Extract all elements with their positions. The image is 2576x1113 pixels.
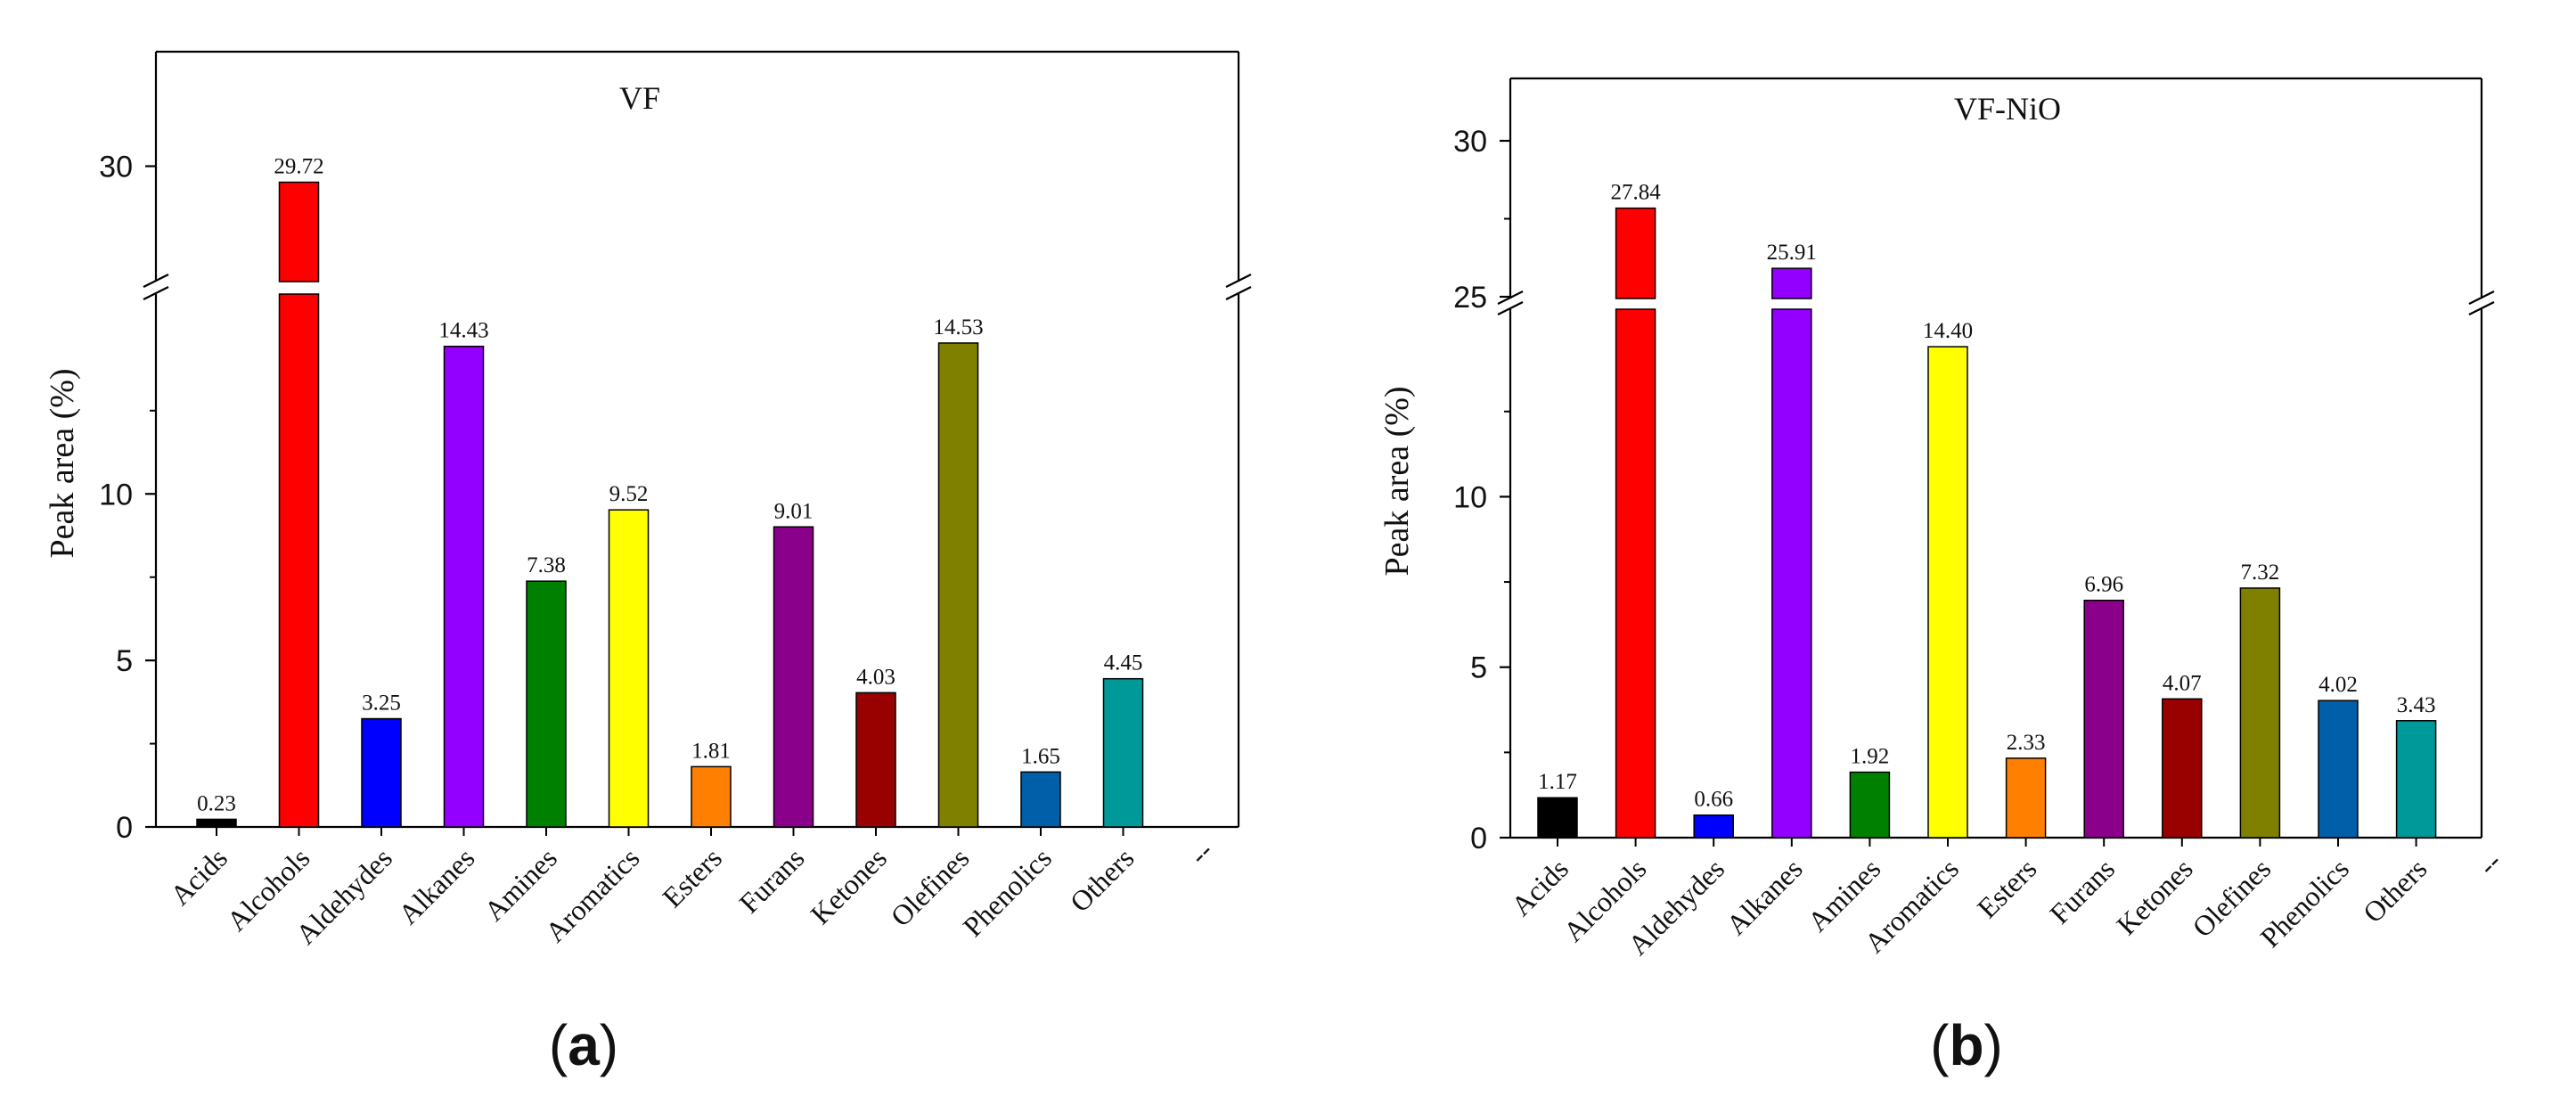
chart-a-bar-alcohols-upper: [278, 181, 320, 282]
chart-b-bar-esters: [2005, 757, 2047, 839]
chart-b-ytick-label-5: 5: [1470, 651, 1487, 685]
chart-b-bar-amines: [1849, 771, 1891, 839]
chart-a-value-label-esters: 1.81: [691, 739, 731, 763]
chart-a-value-label-olefines: 14.53: [933, 315, 983, 340]
chart-a-value-label-furans: 9.01: [774, 499, 814, 523]
chart-b-bar-phenolics: [2318, 700, 2359, 839]
chart-b-value-label-amines: 1.92: [1851, 745, 1890, 769]
chart-a-ytick-label-5: 5: [116, 644, 133, 678]
chart-a-sublabel: (a): [549, 1013, 618, 1077]
chart-b-value-label-ketones: 4.07: [2163, 671, 2202, 695]
chart-b-title: VF-NiO: [1954, 91, 2061, 127]
chart-a-bar-others: [1102, 677, 1144, 828]
chart-a-category-label-alkanes: Alkanes: [392, 841, 481, 930]
chart-b-value-label-alkanes: 25.91: [1767, 241, 1817, 265]
chart-b-ytick-label-30: 30: [1453, 125, 1487, 159]
chart-b-category-label-trailing: --: [2472, 845, 2508, 881]
chart-a-sublabel-close: ): [600, 1013, 618, 1077]
chart-a-category-label-ketones: Ketones: [804, 841, 893, 930]
chart-b-value-label-alcohols: 27.84: [1610, 181, 1661, 205]
chart-b-sublabel: (b): [1930, 1013, 2003, 1077]
chart-b-sublabel-letter: b: [1949, 1013, 1983, 1077]
chart-a-bar-amines: [526, 580, 567, 828]
chart-b-bar-alkanes-upper: [1771, 267, 1812, 299]
chart-a-bar-alcohols-lower: [278, 293, 320, 828]
chart-a-category-label-acids: Acids: [164, 841, 233, 911]
chart-b-bar-alkanes-lower: [1771, 308, 1812, 839]
chart-a-bar-furans: [773, 526, 814, 828]
chart-a-value-label-others: 4.45: [1104, 651, 1143, 675]
chart-b-bar-acids: [1537, 797, 1578, 839]
chart-a-break-mark-right-2: [1225, 286, 1252, 300]
chart-a-category-label-phenolics: Phenolics: [957, 841, 1058, 942]
chart-b-bar-aldehydes: [1693, 814, 1734, 839]
chart-b-value-label-aldehydes: 0.66: [1694, 788, 1733, 812]
chart-a-value-label-alcohols: 29.72: [274, 154, 323, 178]
chart-b-bar-others: [2395, 720, 2437, 839]
chart-a-value-label-acids: 0.23: [197, 791, 236, 815]
chart-b-category-label-others: Others: [2357, 852, 2433, 929]
chart-a-value-label-ketones: 4.03: [856, 665, 895, 689]
chart-a-category-label-furans: Furans: [732, 841, 810, 919]
chart-b-sublabel-close: ): [1984, 1013, 2003, 1077]
chart-b-break-mark-right-1: [2468, 291, 2495, 305]
chart-b-ytick-label-0: 0: [1470, 822, 1487, 855]
chart-a-break-mark-left-2: [143, 286, 169, 300]
chart-a-bar-alkanes: [443, 345, 485, 828]
chart-b-y-axis-title: Peak area (%): [1378, 386, 1416, 576]
chart-a-bar-aldehydes: [361, 717, 402, 828]
chart-b-bar-ketones: [2162, 698, 2203, 839]
chart-a-category-label-esters: Esters: [656, 841, 728, 913]
chart-a-category-label-trailing: --: [1182, 834, 1219, 871]
chart-a-sublabel-open: (: [549, 1013, 568, 1077]
chart-a-break-mark-left-1: [143, 274, 169, 288]
chart-b-value-label-acids: 1.17: [1538, 770, 1577, 794]
chart-a-ytick-label-0: 0: [116, 811, 133, 845]
chart-b-bar-aromatics: [1927, 346, 1968, 839]
chart-a-bar-phenolics: [1020, 771, 1061, 828]
chart-a-ytick-label-30: 30: [99, 151, 133, 184]
chart-b-value-label-others: 3.43: [2397, 693, 2436, 717]
chart-b-value-label-olefines: 7.32: [2241, 561, 2280, 585]
chart-b-category-label-esters: Esters: [1971, 852, 2043, 924]
chart-a-value-label-alkanes: 14.43: [438, 319, 488, 343]
chart-a-bar-acids: [196, 818, 237, 828]
chart-a-value-label-aromatics: 9.52: [609, 482, 649, 506]
chart-a-bar-aromatics: [608, 509, 650, 828]
chart-a-bar-esters: [691, 765, 732, 828]
chart-a-value-label-amines: 7.38: [527, 553, 566, 577]
chart-a-value-label-phenolics: 1.65: [1021, 744, 1060, 768]
chart-b-bar-furans: [2083, 599, 2124, 839]
chart-b-bar-olefines: [2239, 587, 2281, 839]
chart-a-ytick-label-10: 10: [99, 478, 133, 511]
chart-b-value-label-esters: 2.33: [2007, 731, 2046, 755]
chart-a-bar-olefines: [937, 342, 979, 828]
chart-b-value-label-phenolics: 4.02: [2318, 673, 2358, 697]
chart-a-value-label-aldehydes: 3.25: [362, 692, 401, 716]
chart-a-break-mark-right-1: [1225, 274, 1252, 288]
chart-a-y-axis-title: Peak area (%): [44, 368, 81, 558]
chart-b-category-label-alkanes: Alkanes: [1720, 852, 1809, 941]
chart-a-title: VF: [619, 80, 660, 116]
chart-b-category-label-ketones: Ketones: [2110, 852, 2199, 941]
chart-b-break-mark-right-2: [2468, 301, 2495, 315]
chart-b-value-label-furans: 6.96: [2084, 573, 2123, 597]
chart-b-bar-alcohols-lower: [1615, 308, 1656, 839]
chart-b-value-label-aromatics: 14.40: [1923, 319, 1973, 343]
chart-b-category-label-acids: Acids: [1505, 852, 1574, 921]
chart-b-ytick-label-25: 25: [1453, 281, 1487, 315]
chart-a-category-label-others: Others: [1064, 841, 1141, 918]
chart-a-sublabel-letter: a: [568, 1013, 600, 1077]
chart-a-bar-ketones: [855, 692, 896, 828]
chart-b-ytick-label-10: 10: [1453, 480, 1487, 514]
chart-b-bar-alcohols-upper: [1615, 207, 1656, 299]
chart-b-sublabel-open: (: [1930, 1013, 1949, 1077]
chart-b-break-mark-left-2: [1497, 301, 1524, 315]
